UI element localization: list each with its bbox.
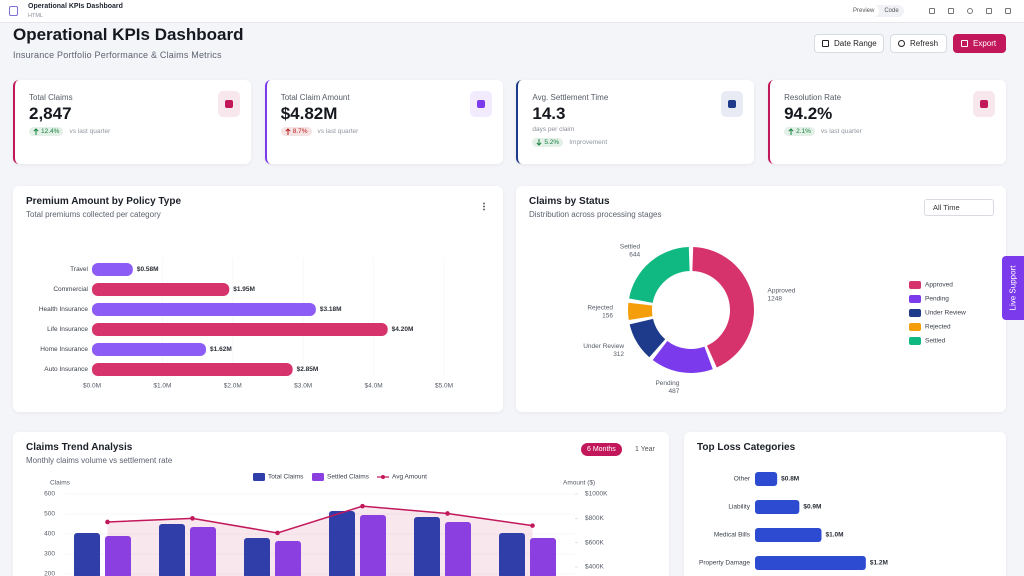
kpi-label: Total Claims [29,93,73,102]
premium-panel: Premium Amount by Policy Type Total prem… [13,186,503,412]
close-icon[interactable] [1005,8,1011,14]
expand-icon[interactable] [986,8,992,14]
arrow-shape [285,128,291,135]
app-title: Operational KPIs Dashboard [28,3,123,10]
change-badge: 8.7% [280,127,312,136]
change-note: vs last quarter [820,128,862,135]
panel-title: Claims Trend Analysis [26,442,133,453]
change-badge: 2.1% [784,127,815,136]
panel-title: Top Loss Categories [697,442,796,453]
kpi-label: Total Claim Amount [280,93,350,102]
status-panel: Claims by Status Distribution across pro… [516,186,1006,412]
refresh-button[interactable]: Refresh [890,34,947,53]
kpi-icon [721,91,744,117]
kpi-card: Avg. Settlement Time 14.3 days per claim 5.… [516,80,755,164]
refresh-icon [898,40,905,47]
arrow-shape [536,139,542,146]
kpi-change: 2.1% vs last quarter [784,127,862,136]
kpi-value: $4.82M [280,104,338,123]
panel-subtitle: Distribution across processing stages [529,210,662,219]
trend-panel: Claims Trend Analysis Monthly claims vol… [13,432,669,576]
app-bar: Operational KPIs Dashboard HTML Preview … [0,0,1024,23]
kpi-icon [218,91,240,117]
change-value: 12.4% [41,128,60,135]
kpi-value: 2,847 [29,104,72,123]
app-icon [9,6,18,16]
code-tab[interactable]: Code [884,8,899,14]
panel-subtitle: Monthly claims volume vs settlement rate [26,456,173,465]
kpi-value: 94.2% [784,104,833,123]
kpi-icon [973,91,996,117]
page-title: Operational KPIs Dashboard [13,25,244,44]
bookmark-icon[interactable] [948,8,954,14]
kpi-change: 8.7% vs last quarter [280,127,359,136]
export-icon [961,40,968,47]
trend-arrow [33,128,39,135]
change-value: 5.2% [544,139,560,146]
trend-arrow [536,139,542,146]
change-note: vs last quarter [69,128,111,135]
kpi-card: Resolution Rate 94.2% 2.1% vs last quarter [768,80,1007,164]
kpi-value: 14.3 [532,104,566,123]
panel-title: Claims by Status [529,196,610,207]
live-support-label: Live Support [1008,265,1018,311]
date-range-button[interactable]: Date Range [814,34,884,53]
change-badge: 5.2% [532,138,564,147]
app-subtitle: HTML [28,13,43,19]
panel-subtitle: Total premiums collected per category [26,210,161,219]
kpi-label: Avg. Settlement Time [532,93,609,102]
icon-glyph [728,100,737,108]
button-label: Refresh [910,39,939,48]
arrow-shape [33,128,39,135]
button-label: Export [973,39,997,48]
icon-glyph [225,100,233,108]
icon-glyph [476,100,485,108]
kpi-label: Resolution Rate [784,93,842,102]
icon-glyph [980,100,989,108]
loss-panel: Top Loss Categories [684,432,1006,576]
change-value: 8.7% [292,128,308,135]
kpi-unit: days per claim [532,126,575,133]
trend-arrow [285,128,291,135]
export-button[interactable]: Export [953,34,1006,53]
kpi-icon [469,91,492,117]
arrow-shape [788,128,794,135]
kpi-card: Total Claims 2,847 12.4% vs last quarter [13,80,251,164]
globe-icon[interactable] [967,8,973,14]
kpi-card: Total Claim Amount $4.82M 8.7% vs last quar… [264,80,503,164]
period-toggle[interactable]: 6 Months [581,443,622,456]
preview-tab[interactable]: Preview [848,5,880,17]
change-note: Improvement [569,139,608,146]
menu-icon[interactable] [483,202,485,211]
period-toggle[interactable]: 1 Year [635,446,655,453]
live-support-tab[interactable]: Live Support [1002,256,1024,320]
calendar-icon [822,40,829,47]
download-icon[interactable] [929,8,935,14]
panel-title: Premium Amount by Policy Type [26,196,182,207]
kpi-change: 5.2% Improvement [532,138,607,147]
change-badge: 12.4% [29,127,64,136]
change-value: 2.1% [796,128,811,135]
kpi-change: 12.4% vs last quarter [29,127,110,136]
trend-arrow [788,128,794,135]
page-subtitle: Insurance Portfolio Performance & Claims… [13,50,222,60]
view-tabs: Preview Code [848,5,904,17]
time-filter[interactable]: All Time [924,199,994,216]
change-note: vs last quarter [317,128,359,135]
button-label: Date Range [834,39,877,48]
